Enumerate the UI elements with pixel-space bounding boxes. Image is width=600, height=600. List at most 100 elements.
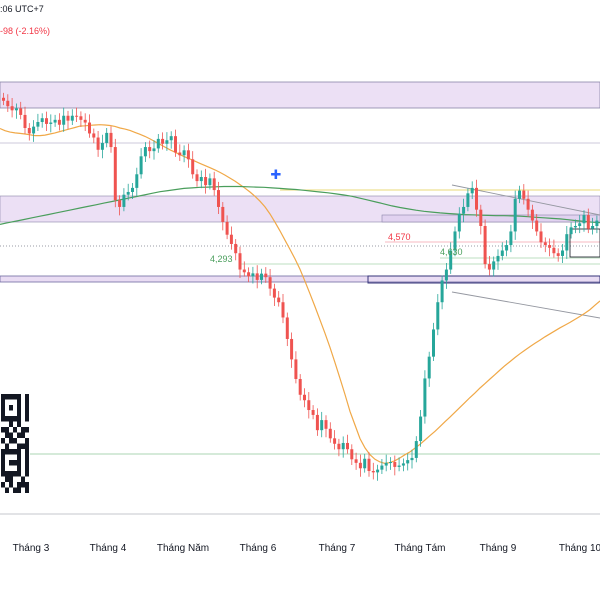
candle-body (79, 116, 83, 120)
candle-up (419, 410, 423, 447)
candle-up (561, 243, 564, 264)
candle-up (389, 457, 392, 470)
candle-down (535, 214, 539, 236)
candle-body (539, 231, 543, 243)
candle-up (457, 207, 461, 239)
candle-up (569, 222, 573, 239)
candle-body (466, 193, 470, 207)
candle-body (518, 190, 521, 199)
candle-up (14, 103, 18, 119)
candle-body (143, 147, 147, 157)
candle-up (518, 185, 521, 204)
candle-down (479, 204, 483, 235)
candle-body (367, 458, 371, 471)
candle-body (389, 462, 392, 464)
candle-up (139, 148, 143, 179)
candle-up (100, 134, 104, 159)
candle-body (414, 441, 418, 458)
candle-body (169, 136, 173, 141)
candle-up (470, 181, 474, 200)
candle-down (303, 388, 306, 408)
candle-body (139, 156, 143, 175)
candle-body (509, 231, 513, 246)
candle-down (118, 195, 122, 216)
candle-down (6, 94, 10, 112)
candle-down (148, 140, 152, 159)
candle-body (238, 253, 242, 270)
candle-up (363, 453, 367, 473)
candle-body (66, 115, 70, 121)
candle-body (40, 118, 44, 123)
candle-body (62, 115, 66, 125)
candle-body (126, 191, 130, 195)
candle-up (208, 173, 212, 190)
candle-body (397, 465, 401, 467)
candle-up (410, 449, 414, 469)
candle-body (410, 457, 414, 461)
candle-body (290, 338, 294, 360)
x-tick-label: Tháng 4 (90, 543, 127, 554)
candle-up (595, 215, 599, 234)
candle-body (221, 206, 225, 222)
candle-body (358, 462, 362, 469)
candle-body (294, 359, 298, 379)
candle-down (311, 405, 315, 420)
candle-up (449, 242, 453, 274)
candle-down (109, 126, 113, 153)
zone-low-box (367, 275, 600, 284)
candle-up (466, 188, 470, 212)
candle-down (268, 269, 272, 296)
candle-up (380, 459, 384, 474)
candle-down (27, 123, 31, 141)
candle-up (131, 182, 134, 200)
candle-body (530, 209, 534, 221)
candle-down (543, 237, 547, 253)
candle-up (105, 128, 109, 148)
candle-body (174, 136, 177, 153)
candle-up (573, 219, 577, 234)
zone-low (0, 275, 600, 283)
trendline-lower (451, 291, 600, 319)
candle-down (10, 98, 14, 118)
candle-body (337, 443, 341, 450)
candle-down (204, 168, 208, 194)
candle-up (36, 113, 40, 131)
candle-body (444, 269, 448, 281)
x-tick-label: Tháng Tám (395, 543, 446, 554)
candle-body (561, 250, 564, 256)
candle-body (277, 297, 281, 303)
candle-body (165, 140, 169, 144)
candle-body (298, 378, 302, 395)
candle-body (19, 108, 23, 115)
candle-body (268, 277, 272, 289)
candle-up (397, 457, 401, 472)
candle-body (475, 187, 478, 210)
candle-body (234, 243, 238, 254)
candle-down (19, 101, 23, 120)
candle-up (320, 411, 324, 438)
candle-up (135, 167, 139, 197)
candle-body (522, 190, 526, 199)
candle-down (88, 114, 91, 138)
candle-body (595, 220, 599, 226)
candle-up (70, 109, 74, 126)
candle-body (462, 206, 466, 214)
candle-body (27, 128, 31, 134)
candle-body (53, 119, 57, 123)
candle-body (45, 118, 48, 124)
candle-body (483, 226, 487, 265)
candle-down (234, 239, 238, 261)
candle-up (432, 322, 435, 362)
candle-body (315, 414, 319, 431)
candle-body (204, 177, 208, 186)
candle-body (83, 119, 87, 123)
candle-down (229, 226, 233, 250)
candle-down (290, 332, 294, 368)
candle-body (582, 215, 586, 224)
candle-down (96, 130, 100, 157)
candle-up (591, 217, 595, 235)
candle-body (57, 119, 61, 125)
candle-up (462, 198, 466, 223)
candle-body (565, 234, 569, 251)
